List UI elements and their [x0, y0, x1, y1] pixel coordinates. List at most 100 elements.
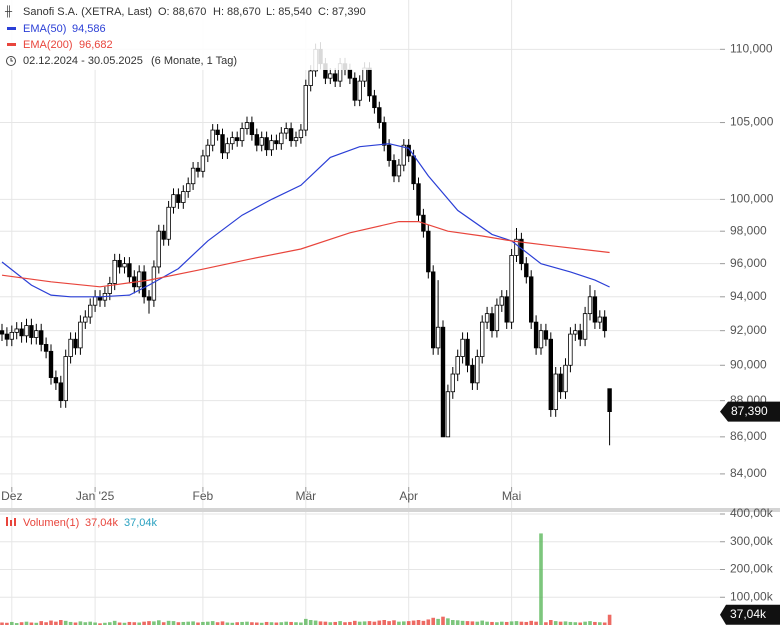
y-tick-label: 98,000	[730, 223, 767, 237]
candle-body	[514, 238, 519, 256]
volume-bar	[500, 621, 504, 625]
last-price-label: 87,390	[731, 404, 768, 418]
x-tick-label: Mär	[295, 489, 316, 503]
candle-body	[303, 85, 308, 131]
y-tick-label: 96,000	[730, 256, 767, 270]
vol-icon	[6, 517, 8, 526]
candle-body	[225, 143, 230, 154]
candle-body	[484, 313, 490, 323]
candle-body	[357, 80, 362, 101]
ohlc-high: H: 88,670	[213, 6, 261, 18]
volume-bar	[318, 621, 323, 625]
volume-bar	[446, 618, 450, 625]
volume-bar	[495, 622, 499, 625]
candle-body	[254, 134, 259, 146]
ema200-name: EMA(200)	[23, 39, 73, 51]
candle-body	[39, 330, 44, 345]
y-tick-label: 105,000	[730, 115, 774, 129]
y-tick-label: 92,000	[730, 323, 767, 337]
volume-bar	[10, 621, 14, 625]
volume-bar	[78, 621, 83, 625]
volume-bar	[0, 622, 4, 625]
candle-body	[259, 137, 264, 146]
candle-body	[127, 263, 132, 278]
candle-body	[460, 338, 465, 357]
candle-body	[171, 194, 176, 208]
candle-body	[9, 331, 14, 340]
candle-body	[68, 338, 73, 357]
volume-bar	[161, 622, 166, 625]
candle-body	[401, 144, 406, 166]
candle-body	[597, 316, 602, 323]
volume-bar	[529, 620, 533, 625]
volume-bar	[353, 620, 357, 625]
volume-bar	[588, 621, 592, 625]
candle-body	[161, 230, 166, 240]
volume-bar	[519, 621, 524, 625]
candle-body	[43, 344, 49, 352]
volume-bar	[137, 622, 141, 625]
ema200-swatch	[7, 43, 16, 46]
volume-legend-value: 37,04k	[124, 517, 158, 529]
volume-bar	[19, 622, 24, 625]
volume-bar	[245, 621, 249, 625]
volume-bar	[308, 620, 313, 625]
volume-bar	[485, 621, 489, 625]
candle-body	[244, 122, 250, 129]
volume-bar	[421, 620, 426, 625]
candle-body	[107, 283, 112, 294]
candle-body	[190, 167, 196, 185]
candle-body	[533, 321, 539, 349]
volume-bar	[59, 620, 63, 625]
volume-bar	[509, 621, 514, 625]
ohlc-close: C: 87,390	[318, 6, 366, 18]
candle-body	[283, 128, 289, 134]
candle-body	[58, 382, 63, 402]
x-tick-label: Dez	[1, 489, 22, 503]
candle-body	[450, 373, 455, 393]
candle-body	[558, 373, 563, 393]
volume-bar	[553, 621, 558, 625]
volume-bar	[465, 621, 470, 625]
volume-bar	[539, 533, 543, 625]
volume-bar	[387, 621, 391, 625]
volume-bar	[259, 622, 264, 625]
volume-bar	[602, 622, 607, 625]
candle-body	[470, 364, 475, 384]
volume-bar	[313, 620, 318, 625]
volume-bar	[304, 618, 308, 625]
x-tick-label: Feb	[193, 489, 214, 503]
last-volume-box	[720, 604, 780, 625]
ema-line	[1, 143, 610, 298]
y-tick-label: 300,00k	[730, 534, 774, 548]
candle-body	[279, 132, 284, 145]
volume-bar	[549, 620, 553, 625]
candle-body	[553, 373, 558, 411]
candle-body	[548, 338, 553, 411]
candle-body	[396, 164, 402, 177]
volume-bar	[206, 621, 210, 625]
volume-bar	[5, 622, 9, 625]
volume-bar	[230, 622, 235, 625]
candle-body	[122, 263, 127, 268]
volume-bar	[29, 622, 34, 625]
candle-body	[210, 129, 215, 146]
volume-bar	[152, 621, 156, 625]
ema50-value: 94,586	[72, 23, 106, 35]
volume-bar	[117, 622, 122, 625]
volume-bar	[431, 617, 435, 625]
ohlc-open: O: 88,670	[158, 6, 206, 18]
marks	[0, 42, 612, 625]
volume-bar	[171, 621, 176, 625]
volume-bar	[598, 622, 602, 625]
volume-bar	[220, 621, 225, 625]
bars-icon: ╫	[4, 5, 13, 19]
volume-bar	[54, 621, 58, 625]
volume-bar	[289, 621, 293, 625]
volume-bar	[73, 622, 78, 625]
candle-body	[0, 330, 5, 335]
candle-body	[205, 144, 210, 157]
candle-body	[298, 129, 304, 139]
volume-bar	[235, 622, 239, 625]
